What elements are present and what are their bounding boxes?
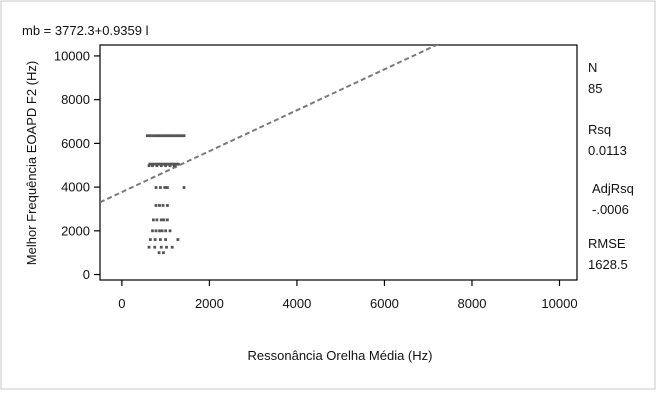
- data-point: [164, 134, 168, 138]
- x-tick-label: 6000: [370, 296, 399, 311]
- data-point: [172, 162, 176, 166]
- y-tick-label: 4000: [61, 180, 90, 195]
- x-axis-label: Ressonância Orelha Média (Hz): [248, 348, 433, 363]
- data-point: [164, 164, 168, 168]
- data-point: [176, 238, 180, 241]
- data-point: [177, 134, 181, 138]
- chart-title: mb = 3772.3+0.9359 l: [22, 23, 149, 38]
- x-tick-label: 8000: [458, 296, 487, 311]
- data-point: [164, 238, 168, 241]
- data-points: [145, 134, 186, 255]
- data-point: [147, 245, 151, 249]
- data-point: [154, 229, 158, 233]
- x-tick-label: 2000: [195, 296, 224, 311]
- data-point: [170, 245, 174, 249]
- data-point: [159, 218, 163, 222]
- data-point: [169, 134, 173, 138]
- data-point: [158, 134, 162, 138]
- data-point: [158, 229, 161, 233]
- data-point: [159, 245, 163, 249]
- stat-n-value: 85: [588, 81, 602, 96]
- data-point: [161, 162, 165, 166]
- data-point: [165, 162, 169, 166]
- y-tick-label: 10000: [54, 48, 90, 63]
- x-axis: 0 2000 4000 6000 8000 10000: [118, 280, 578, 311]
- data-point: [165, 186, 169, 189]
- data-point: [159, 164, 163, 168]
- data-point: [168, 162, 171, 166]
- data-point: [158, 186, 162, 189]
- y-tick-label: 0: [83, 267, 90, 282]
- stat-adjrsq-value: -.0006: [592, 202, 629, 217]
- data-point: [168, 164, 172, 168]
- x-tick-label: 4000: [282, 296, 311, 311]
- data-point: [151, 164, 154, 168]
- data-point: [182, 186, 186, 189]
- data-point: [158, 238, 162, 241]
- data-point: [156, 134, 160, 138]
- data-point: [151, 229, 154, 233]
- data-point: [154, 186, 158, 189]
- data-point: [176, 162, 180, 166]
- data-point: [163, 186, 167, 189]
- data-point: [155, 164, 159, 168]
- data-point: [148, 238, 152, 241]
- data-point: [168, 229, 172, 233]
- data-point: [166, 134, 170, 138]
- stat-rmse-value: 1628.5: [588, 257, 628, 272]
- stat-rsq-label: Rsq: [588, 122, 611, 137]
- x-tick-label: 10000: [541, 296, 577, 311]
- data-point: [164, 229, 168, 233]
- data-point: [157, 251, 161, 255]
- data-point: [162, 251, 165, 255]
- data-point: [170, 162, 174, 166]
- stat-n-label: N: [588, 60, 597, 75]
- data-point: [150, 162, 154, 166]
- data-point: [155, 162, 158, 166]
- data-point: [174, 134, 178, 138]
- data-point: [162, 218, 166, 222]
- data-point: [148, 162, 152, 166]
- data-point: [152, 162, 156, 166]
- data-point: [151, 134, 154, 138]
- data-point: [161, 204, 165, 207]
- y-tick-label: 2000: [61, 223, 90, 238]
- stat-rmse-label: RMSE: [588, 236, 626, 251]
- stat-adjrsq-label: AdjRsq: [592, 181, 634, 196]
- y-axis: 0 2000 4000 6000 8000 10000: [54, 48, 100, 282]
- data-point: [161, 134, 165, 138]
- data-point: [155, 218, 159, 222]
- stat-rsq-value: 0.0113: [588, 143, 627, 158]
- data-point: [147, 164, 151, 168]
- plot-area: [99, 44, 578, 281]
- data-point: [153, 245, 157, 249]
- y-axis-label: Melhor Frequência EOAPD F2 (Hz): [24, 61, 39, 265]
- data-point: [148, 134, 152, 138]
- stats-panel: N 85 Rsq 0.0113 AdjRsq -.0006 RMSE 1628.…: [588, 60, 634, 272]
- data-point: [158, 204, 161, 207]
- data-point: [153, 238, 157, 241]
- data-point: [172, 134, 175, 138]
- data-point: [160, 229, 164, 233]
- data-point: [174, 162, 178, 166]
- data-point: [165, 204, 169, 207]
- data-point: [151, 218, 155, 222]
- data-point: [165, 245, 168, 249]
- data-point: [163, 162, 167, 166]
- data-point: [179, 134, 183, 138]
- y-tick-label: 8000: [61, 92, 90, 107]
- y-tick-label: 6000: [61, 136, 90, 151]
- data-point: [182, 134, 186, 138]
- data-point: [157, 162, 161, 166]
- data-point: [165, 218, 169, 222]
- data-point: [159, 162, 163, 166]
- x-tick-label: 0: [118, 296, 125, 311]
- data-point: [145, 134, 149, 138]
- data-point: [172, 164, 176, 168]
- data-point: [154, 204, 158, 207]
- data-point: [153, 134, 157, 138]
